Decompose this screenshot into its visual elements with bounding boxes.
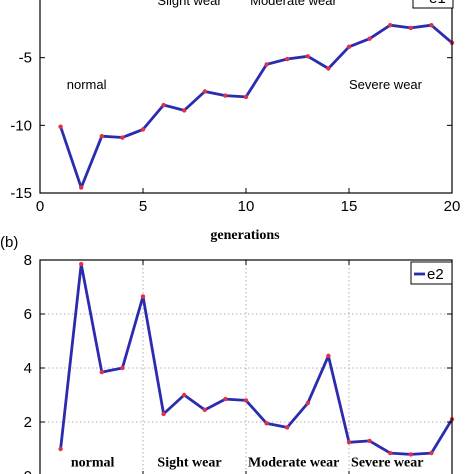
- chart-e1-point: [408, 25, 413, 31]
- chart-e1-point: [140, 127, 146, 132]
- chart-e1-point: [264, 62, 269, 67]
- chart-e2-annotation: Moderate wear: [248, 456, 339, 471]
- chart-e2-point: [264, 421, 269, 426]
- chart-e1-y-tick-label: -5: [19, 50, 32, 67]
- chart-e2-panel-label: (b): [0, 234, 18, 251]
- chart-e1-line: [59, 23, 453, 190]
- chart-e2-series: [58, 261, 455, 457]
- chart-e1-point: [202, 89, 207, 94]
- chart-e2-point: [326, 353, 331, 359]
- chart-e1-point: [58, 124, 63, 129]
- chart-e2-point: [305, 400, 310, 406]
- chart-e2-annotation: Sight wear: [157, 456, 221, 471]
- chart-e2-point: [182, 392, 187, 398]
- chart-e2-legend: e2: [410, 261, 453, 285]
- chart-e1-point: [79, 185, 84, 190]
- chart-e2-point: [408, 452, 413, 457]
- chart-e1-point: [346, 44, 352, 50]
- chart-e1-x-tick-label: 15: [341, 198, 358, 215]
- chart-e1-point: [305, 54, 310, 59]
- chart-e2-point: [285, 425, 290, 430]
- chart-e2-point: [202, 407, 207, 413]
- chart-e1-y-tick-label: -15: [10, 185, 32, 202]
- chart-e2-point: [243, 398, 249, 403]
- chart-e2-y-tick-label: 6: [24, 306, 32, 323]
- chart-e1-point: [285, 56, 290, 62]
- chart-e2-point: [58, 446, 63, 452]
- chart-e1-annotation: Slight wear: [157, 0, 222, 8]
- chart-e2-point: [367, 438, 372, 444]
- chart-e1-x-tick-label: 0: [36, 198, 44, 215]
- chart-e1-legend-label: e1: [429, 0, 446, 7]
- chart-e2-legend-label: e2: [427, 266, 444, 283]
- chart-e2-point: [140, 294, 146, 299]
- chart-e1-annotation: Moderate wear: [250, 0, 337, 8]
- chart-e2-point: [120, 365, 125, 371]
- chart-e2-point: [388, 450, 393, 456]
- chart-e1-x-axis-label: generations: [210, 228, 280, 243]
- chart-e2-line: [59, 262, 454, 456]
- chart-e1-point: [243, 94, 249, 100]
- chart-e2-y-tick-label: 0: [24, 468, 32, 474]
- chart-e2-ticks: 0510152002468: [24, 252, 453, 474]
- chart-e1-point: [182, 108, 187, 113]
- chart-e1-point: [326, 66, 331, 71]
- chart-e1-point: [120, 135, 125, 140]
- chart-e1-legend: e1: [412, 0, 454, 9]
- chart-e2-point: [346, 440, 352, 445]
- chart-e1-point: [223, 93, 228, 98]
- chart-e1-annotations: normal Slight wear Moderate wear Severe wea…: [67, 0, 423, 92]
- chart-e2-point: [99, 369, 105, 375]
- chart-e1: 0 5 10 15 20 -5 -10 -15 normal Slight wear Modera…: [10, 0, 460, 243]
- chart-e1-legend-box: [412, 0, 454, 9]
- chart-e1-x-tick-label: 10: [238, 198, 255, 215]
- chart-e1-annotation: Severe wear: [349, 77, 423, 92]
- chart-e2-point: [161, 411, 166, 417]
- chart-e2-point: [429, 450, 434, 456]
- chart-e1-x-tick-label: 5: [139, 198, 147, 215]
- chart-e1-point: [161, 102, 166, 108]
- chart-e1-point: [367, 36, 372, 41]
- chart-e1-y-tick-label: -10: [10, 117, 32, 134]
- chart-e2-annotation: Severe wear: [351, 456, 423, 471]
- chart-e2-annotation: normal: [71, 456, 115, 471]
- chart-e2-point: [223, 396, 228, 402]
- chart-e2-y-tick-label: 4: [24, 360, 32, 377]
- chart-e1-point: [429, 22, 434, 28]
- chart-e1-x-tick-label: 20: [444, 198, 461, 215]
- chart-e2-legend-box: [410, 261, 453, 285]
- chart-e1-series: [58, 22, 455, 190]
- chart-e1-ticks: 0 5 10 15 20 -5 -10 -15: [10, 50, 461, 215]
- chart-e2-point: [79, 261, 84, 267]
- chart-e1-point: [99, 133, 105, 139]
- chart-e2-annotations: normal Sight wear Moderate wear Severe wear: [71, 456, 424, 471]
- chart-e2-y-tick-label: 8: [24, 252, 32, 269]
- chart-e1-annotation: normal: [67, 77, 107, 92]
- chart-e1-point: [388, 22, 393, 28]
- chart-e2-y-tick-label: 2: [24, 414, 32, 431]
